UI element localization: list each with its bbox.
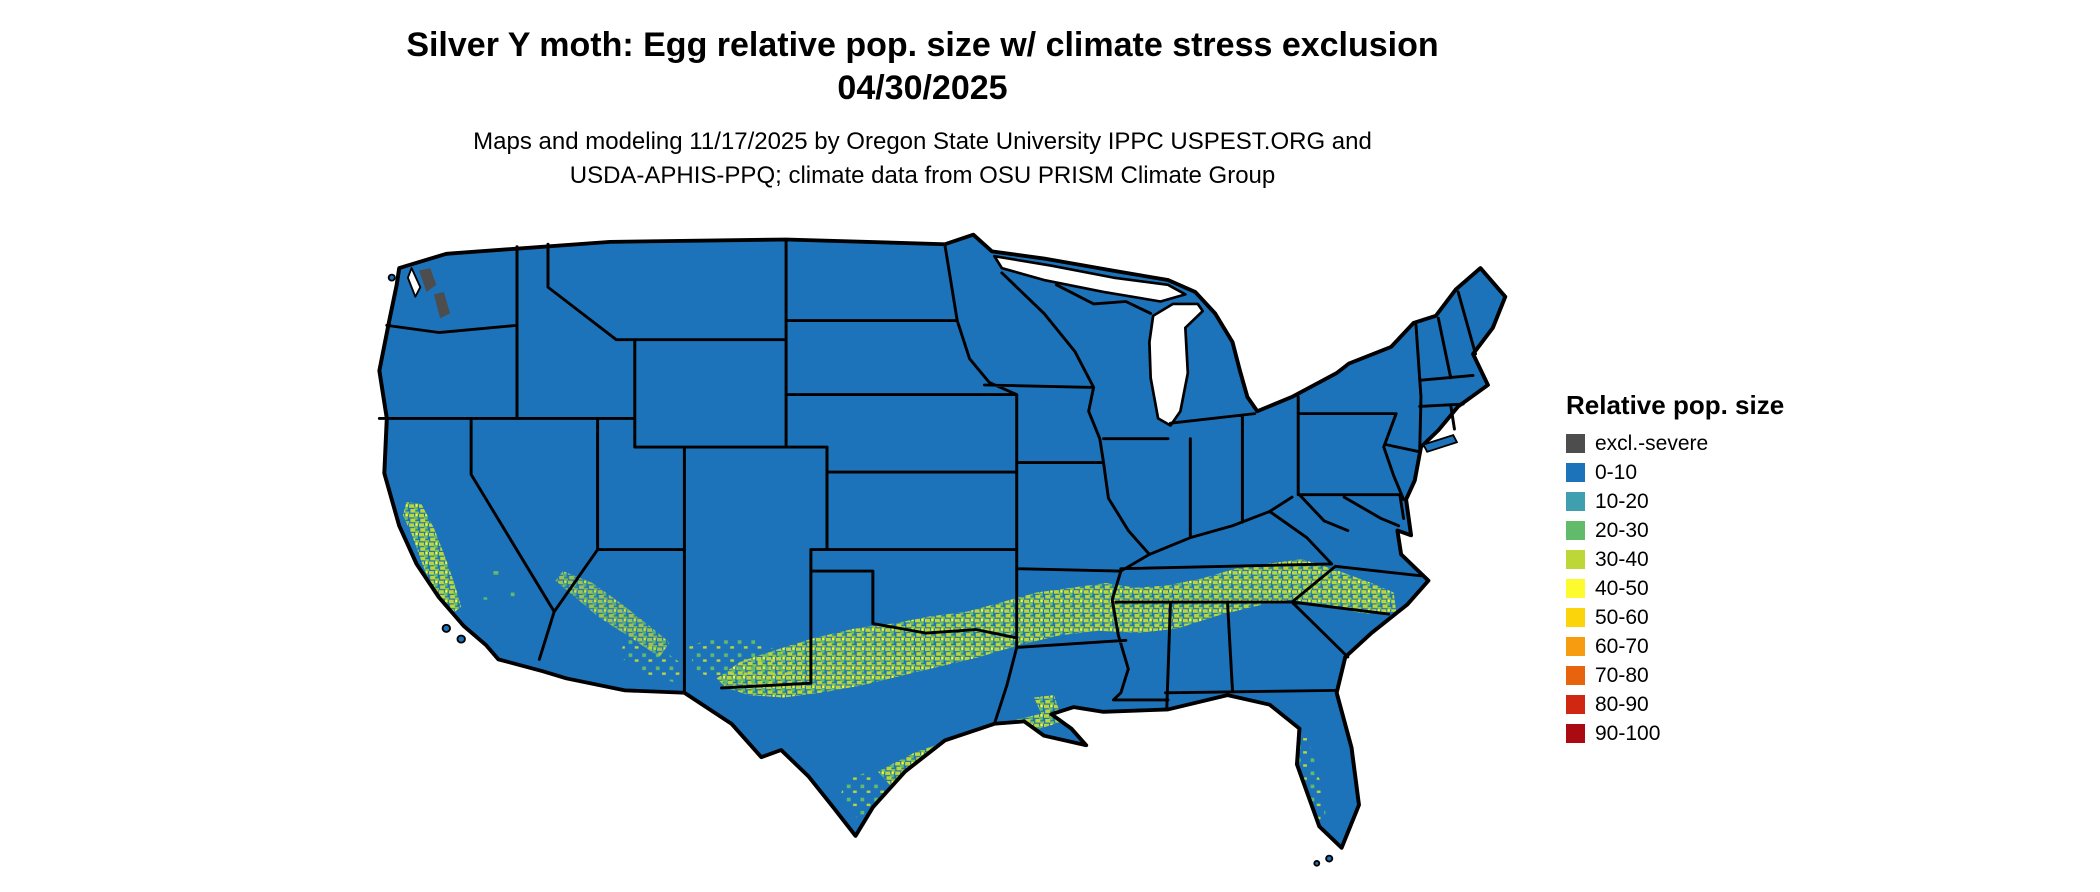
state-borders bbox=[377, 240, 1478, 726]
florida-key bbox=[1313, 860, 1321, 867]
legend-label: 80-90 bbox=[1595, 693, 1649, 716]
legend-swatch-10-20 bbox=[1566, 492, 1585, 511]
figure-header: Silver Y moth: Egg relative pop. size w/… bbox=[0, 24, 1845, 192]
legend-row: 60-70 bbox=[1566, 636, 1866, 657]
great-lakes bbox=[406, 254, 1205, 427]
legend-label: 50-60 bbox=[1595, 606, 1649, 629]
legend-label: 20-30 bbox=[1595, 519, 1649, 542]
legend-row: 10-20 bbox=[1566, 491, 1866, 512]
legend-swatch-80-90 bbox=[1566, 695, 1585, 714]
legend-swatch-excl-severe bbox=[1566, 434, 1585, 453]
figure-subtitle-line2: USDA-APHIS-PPQ; climate data from OSU PR… bbox=[569, 161, 1276, 189]
figure-subtitle-line1: Maps and modeling 11/17/2025 by Oregon S… bbox=[473, 128, 1372, 155]
figure-title-line2: 04/30/2025 bbox=[837, 68, 1008, 107]
figure-title-line1: Silver Y moth: Egg relative pop. size w/… bbox=[406, 26, 1439, 64]
islands bbox=[387, 273, 1459, 867]
puget-sound bbox=[406, 267, 422, 298]
lake-michigan bbox=[1148, 302, 1205, 427]
legend-label: 10-20 bbox=[1595, 490, 1649, 513]
legend-swatch-30-40 bbox=[1566, 550, 1585, 569]
legend-swatch-0-10 bbox=[1566, 463, 1585, 482]
long-island bbox=[1422, 434, 1459, 453]
legend-row: 20-30 bbox=[1566, 520, 1866, 541]
channel-island bbox=[456, 634, 466, 644]
legend-row: 50-60 bbox=[1566, 607, 1866, 628]
legend-row: excl.-severe bbox=[1566, 433, 1866, 454]
conus-map-svg bbox=[377, 232, 1508, 867]
figure-subtitle: Maps and modeling 11/17/2025 by Oregon S… bbox=[0, 125, 1845, 192]
legend-swatch-90-100 bbox=[1566, 724, 1585, 743]
legend-label: 30-40 bbox=[1595, 548, 1649, 571]
legend-label: 60-70 bbox=[1595, 635, 1649, 658]
legend-swatch-50-60 bbox=[1566, 608, 1585, 627]
map-legend: Relative pop. size excl.-severe 0-10 10-… bbox=[1566, 390, 1866, 744]
legend-title: Relative pop. size bbox=[1566, 390, 1785, 420]
legend-row: 40-50 bbox=[1566, 578, 1866, 599]
legend-row: 0-10 bbox=[1566, 462, 1866, 483]
us-landmass bbox=[379, 234, 1506, 848]
lake-superior bbox=[993, 254, 1187, 303]
coastal-island bbox=[387, 273, 396, 282]
legend-row: 80-90 bbox=[1566, 694, 1866, 715]
legend-swatch-70-80 bbox=[1566, 666, 1585, 685]
legend-row: 70-80 bbox=[1566, 665, 1866, 686]
legend-label: 90-100 bbox=[1595, 722, 1661, 745]
legend-label: 70-80 bbox=[1595, 664, 1649, 687]
legend-row: 90-100 bbox=[1566, 723, 1866, 744]
legend-label: 40-50 bbox=[1595, 577, 1649, 600]
legend-swatch-20-30 bbox=[1566, 521, 1585, 540]
channel-island bbox=[441, 623, 451, 633]
legend-swatch-60-70 bbox=[1566, 637, 1585, 656]
legend-swatch-40-50 bbox=[1566, 579, 1585, 598]
legend-rows: excl.-severe 0-10 10-20 20-30 30-40 40-5… bbox=[1566, 433, 1866, 744]
legend-row: 30-40 bbox=[1566, 549, 1866, 570]
legend-label: excl.-severe bbox=[1595, 432, 1709, 455]
florida-key bbox=[1325, 854, 1334, 863]
legend-label: 0-10 bbox=[1595, 461, 1638, 484]
conus-map bbox=[300, 218, 1540, 886]
exclusion-severe-patches bbox=[419, 268, 451, 319]
